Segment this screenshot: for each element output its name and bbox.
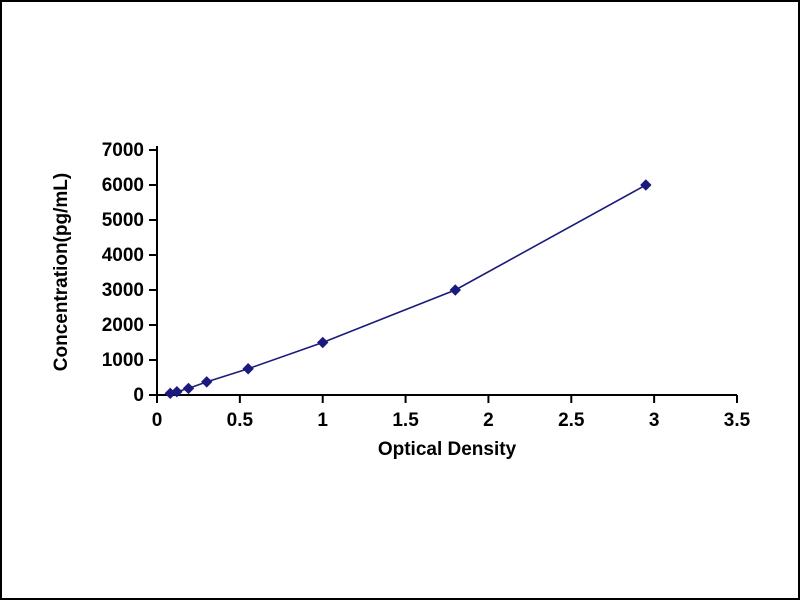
y-tick-label: 1000 [102,350,144,371]
y-tick-label: 5000 [102,210,144,231]
data-point-marker [242,363,254,375]
data-point-marker [317,336,329,349]
y-tick-label: 0 [133,385,144,406]
data-point-marker [640,179,652,191]
x-tick-label: 2.5 [558,410,585,431]
y-tick-label: 6000 [102,175,144,196]
y-tick-label: 2000 [102,315,144,336]
x-tick-label: 0 [152,410,163,431]
x-tick-label: 3 [649,410,660,431]
data-line [170,184,647,395]
data-point-marker [201,376,213,388]
x-tick-label: 0.5 [227,410,254,431]
data-point-marker [449,284,461,296]
y-tick-label: 3000 [102,280,144,301]
data-point-marker [171,386,183,398]
y-axis-title: Concentration(pg/mL) [51,172,72,372]
x-tick-label: 2 [483,410,494,431]
x-tick-label: 1 [317,410,328,431]
x-tick-label: 1.5 [392,410,419,431]
data-point-marker [182,382,195,395]
x-axis-title: Optical Density [377,439,517,460]
x-tick-label: 3.5 [724,410,751,431]
y-tick-label: 4000 [102,245,144,266]
y-tick-label: 7000 [102,140,144,161]
